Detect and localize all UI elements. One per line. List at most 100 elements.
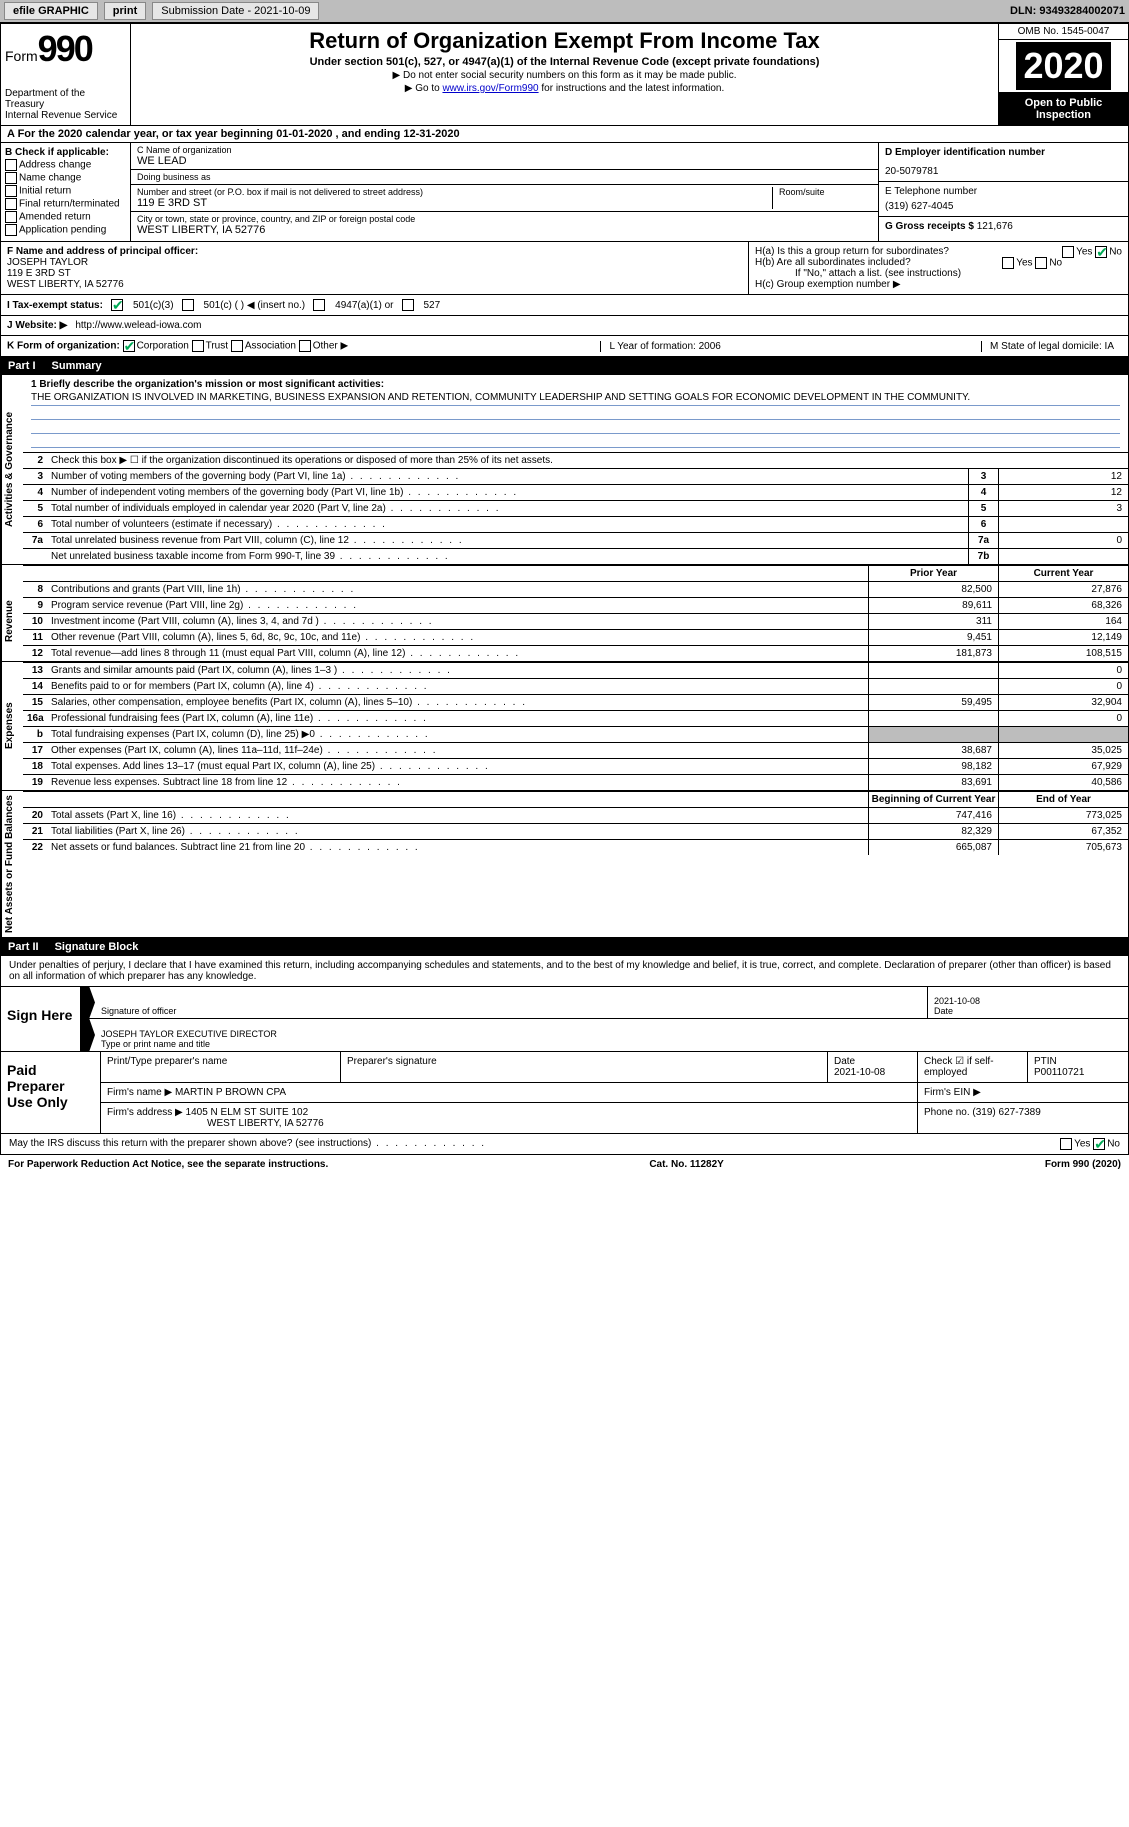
arrow-icon — [81, 987, 95, 1018]
cb-501c3[interactable] — [111, 299, 123, 311]
sign-here-block: Sign Here Signature of officer 2021-10-0… — [0, 987, 1129, 1052]
line-2: 2 Check this box ▶ ☐ if the organization… — [23, 452, 1128, 468]
data-row: 11Other revenue (Part VIII, column (A), … — [23, 629, 1128, 645]
data-row: 19Revenue less expenses. Subtract line 1… — [23, 774, 1128, 790]
form-note-2: ▶ Go to www.irs.gov/Form990 for instruct… — [137, 83, 992, 94]
hb-text: H(b) Are all subordinates included? — [755, 257, 911, 268]
cb-application-pending[interactable]: Application pending — [5, 224, 126, 236]
form-note-1: ▶ Do not enter social security numbers o… — [137, 70, 992, 81]
form-org-row: K Form of organization: Corporation Trus… — [0, 336, 1129, 357]
footer-right: Form 990 (2020) — [1045, 1159, 1121, 1170]
part1-header: Part I Summary — [0, 357, 1129, 375]
instructions-link[interactable]: www.irs.gov/Form990 — [442, 83, 538, 94]
print-button[interactable]: print — [104, 2, 146, 20]
side-netassets: Net Assets or Fund Balances — [1, 791, 23, 937]
k-other: Other ▶ — [313, 341, 348, 352]
cb-trust[interactable] — [192, 340, 204, 352]
note2-pre: ▶ Go to — [405, 83, 443, 94]
ptin-value: P00110721 — [1034, 1067, 1084, 1078]
org-name: WE LEAD — [137, 155, 872, 167]
cb-final-return[interactable]: Final return/terminated — [5, 198, 126, 210]
netassets-col-header: Beginning of Current Year End of Year — [23, 791, 1128, 807]
cb-initial-return[interactable]: Initial return — [5, 185, 126, 197]
sig-date: 2021-10-08 — [934, 996, 1122, 1006]
addr-value: 119 E 3RD ST — [137, 197, 772, 209]
box-c: C Name of organization WE LEAD Doing bus… — [131, 143, 878, 241]
line-a-period: A For the 2020 calendar year, or tax yea… — [0, 126, 1129, 143]
officer-group-row: F Name and address of principal officer:… — [0, 242, 1129, 295]
hb-note: If "No," attach a list. (see instruction… — [755, 268, 1122, 279]
org-name-label: C Name of organization — [137, 145, 872, 155]
city-value: WEST LIBERTY, IA 52776 — [137, 224, 872, 236]
col-prior: Prior Year — [868, 566, 998, 581]
cb-4947[interactable] — [313, 299, 325, 311]
cb-assoc[interactable] — [231, 340, 243, 352]
data-row: 18Total expenses. Add lines 13–17 (must … — [23, 758, 1128, 774]
discuss-row: May the IRS discuss this return with the… — [0, 1134, 1129, 1155]
prep-date: 2021-10-08 — [834, 1067, 885, 1078]
expenses-section: Expenses 13Grants and similar amounts pa… — [0, 662, 1129, 791]
cb-527[interactable] — [402, 299, 414, 311]
efile-button[interactable]: efile GRAPHIC — [4, 2, 98, 20]
data-row: bTotal fundraising expenses (Part IX, co… — [23, 726, 1128, 742]
gov-row: 4Number of independent voting members of… — [23, 484, 1128, 500]
addr-label: Number and street (or P.O. box if mail i… — [137, 187, 772, 197]
cb-discuss-yes[interactable] — [1060, 1138, 1072, 1150]
prep-sig-label: Preparer's signature — [341, 1052, 828, 1082]
ha-text: H(a) Is this a group return for subordin… — [755, 246, 949, 257]
group-return-block: H(a) Is this a group return for subordin… — [748, 242, 1128, 294]
page-footer: For Paperwork Reduction Act Notice, see … — [0, 1155, 1129, 1174]
cb-address-change[interactable]: Address change — [5, 159, 126, 171]
status-4947: 4947(a)(1) or — [335, 300, 393, 311]
ein-label: D Employer identification number — [885, 147, 1045, 158]
officer-block: F Name and address of principal officer:… — [1, 242, 748, 294]
firm-ein-label: Firm's EIN ▶ — [918, 1083, 1128, 1102]
col-begin: Beginning of Current Year — [868, 792, 998, 807]
top-toolbar: efile GRAPHIC print Submission Date - 20… — [0, 0, 1129, 23]
tel-label: E Telephone number — [885, 186, 977, 197]
side-revenue: Revenue — [1, 581, 23, 661]
line2-text: Check this box ▶ ☐ if the organization d… — [47, 453, 1128, 468]
prep-date-label: Date — [834, 1056, 855, 1067]
cb-other[interactable] — [299, 340, 311, 352]
cb-corp[interactable] — [123, 340, 135, 352]
discuss-text: May the IRS discuss this return with the… — [9, 1138, 486, 1150]
officer-addr1: 119 E 3RD ST — [7, 268, 71, 279]
website-label: J Website: ▶ — [7, 320, 67, 331]
state-domicile: M State of legal domicile: IA — [981, 341, 1122, 352]
cb-amended[interactable]: Amended return — [5, 211, 126, 223]
declaration-text: Under penalties of perjury, I declare th… — [0, 956, 1129, 987]
part2-title: Signature Block — [55, 941, 139, 953]
header-right-block: OMB No. 1545-0047 2020 Open to Public In… — [998, 24, 1128, 125]
website-row: J Website: ▶ http://www.welead-iowa.com — [0, 316, 1129, 336]
k-corp: Corporation — [137, 341, 189, 352]
city-label: City or town, state or province, country… — [137, 214, 872, 224]
officer-addr2: WEST LIBERTY, IA 52776 — [7, 279, 124, 290]
footer-left: For Paperwork Reduction Act Notice, see … — [8, 1159, 328, 1170]
year-formation: L Year of formation: 2006 — [600, 341, 728, 352]
officer-name-title: JOSEPH TAYLOR EXECUTIVE DIRECTOR — [101, 1029, 1122, 1039]
footer-mid: Cat. No. 11282Y — [649, 1159, 723, 1170]
form-number: 990 — [38, 28, 92, 69]
ptin-label: PTIN — [1034, 1056, 1057, 1067]
department-text: Department of the Treasury Internal Reve… — [5, 88, 126, 121]
form-title: Return of Organization Exempt From Incom… — [137, 28, 992, 54]
tel-value: (319) 627-4045 — [885, 201, 1122, 212]
website-url: http://www.welead-iowa.com — [75, 320, 201, 331]
box-b: B Check if applicable: Address change Na… — [1, 143, 131, 241]
omb-number: OMB No. 1545-0047 — [999, 24, 1128, 40]
cb-501c[interactable] — [182, 299, 194, 311]
status-527: 527 — [424, 300, 441, 311]
cb-discuss-no[interactable] — [1093, 1138, 1105, 1150]
submission-date: Submission Date - 2021-10-09 — [152, 2, 319, 20]
mission-text: THE ORGANIZATION IS INVOLVED IN MARKETIN… — [31, 390, 1120, 406]
firm-name-label: Firm's name ▶ — [107, 1087, 172, 1098]
data-row: 12Total revenue—add lines 8 through 11 (… — [23, 645, 1128, 661]
note2-post: for instructions and the latest informat… — [539, 83, 725, 94]
cb-name-change[interactable]: Name change — [5, 172, 126, 184]
right-info: D Employer identification number 20-5079… — [878, 143, 1128, 241]
col-end: End of Year — [998, 792, 1128, 807]
dba-label: Doing business as — [137, 172, 872, 182]
box-b-title: B Check if applicable: — [5, 147, 109, 158]
prior-current-header: Prior Year Current Year — [23, 565, 1128, 581]
